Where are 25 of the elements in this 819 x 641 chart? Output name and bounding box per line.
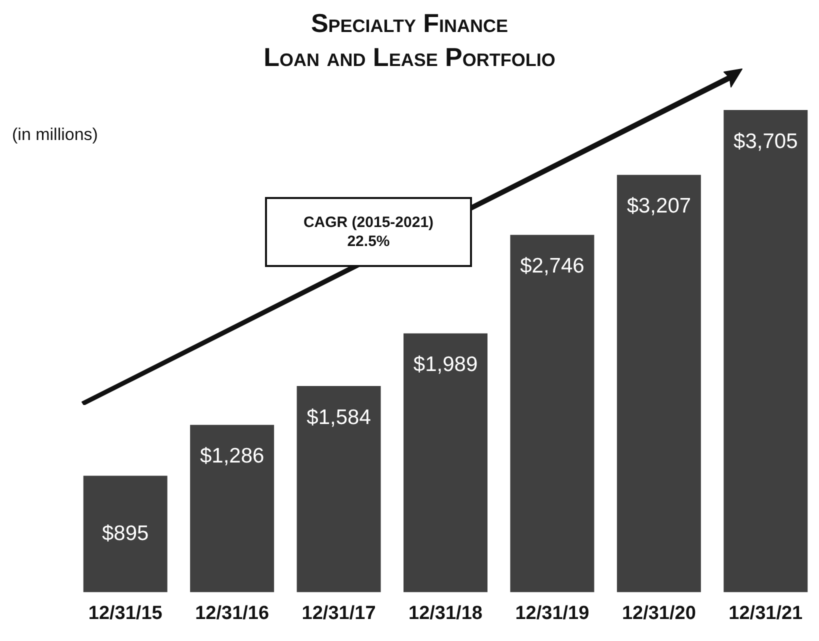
x-tick-label: 12/31/18	[408, 602, 482, 624]
bar	[190, 424, 274, 592]
x-tick-label: 12/31/21	[728, 602, 804, 624]
data-label: $3,207	[626, 194, 692, 218]
data-label: $1,989	[413, 353, 478, 376]
bar	[616, 174, 701, 592]
x-tick-label: 12/31/17	[302, 602, 376, 624]
bar	[404, 333, 488, 592]
y-axis-title: (in millions)	[12, 125, 98, 145]
x-tick-label: 12/31/15	[88, 602, 163, 624]
callout-box: CAGR (2015-2021) 22.5%	[265, 197, 472, 267]
data-label: $3,705	[734, 130, 798, 153]
x-tick-label: 12/31/20	[622, 602, 696, 624]
data-label: $1,584	[306, 406, 372, 429]
chart-subtitle: Loan and Lease Portfolio	[262, 41, 556, 74]
bar	[296, 386, 381, 592]
data-label: $2,746	[520, 254, 584, 278]
data-label: $895	[102, 522, 149, 545]
data-label: $1,286	[200, 444, 264, 468]
bar	[724, 110, 808, 592]
chart-title: Specialty Finance	[310, 7, 510, 40]
x-tick-label: 12/31/16	[195, 602, 270, 624]
bar	[510, 234, 594, 592]
x-tick-label: 12/31/19	[515, 602, 590, 624]
bar	[83, 476, 168, 592]
